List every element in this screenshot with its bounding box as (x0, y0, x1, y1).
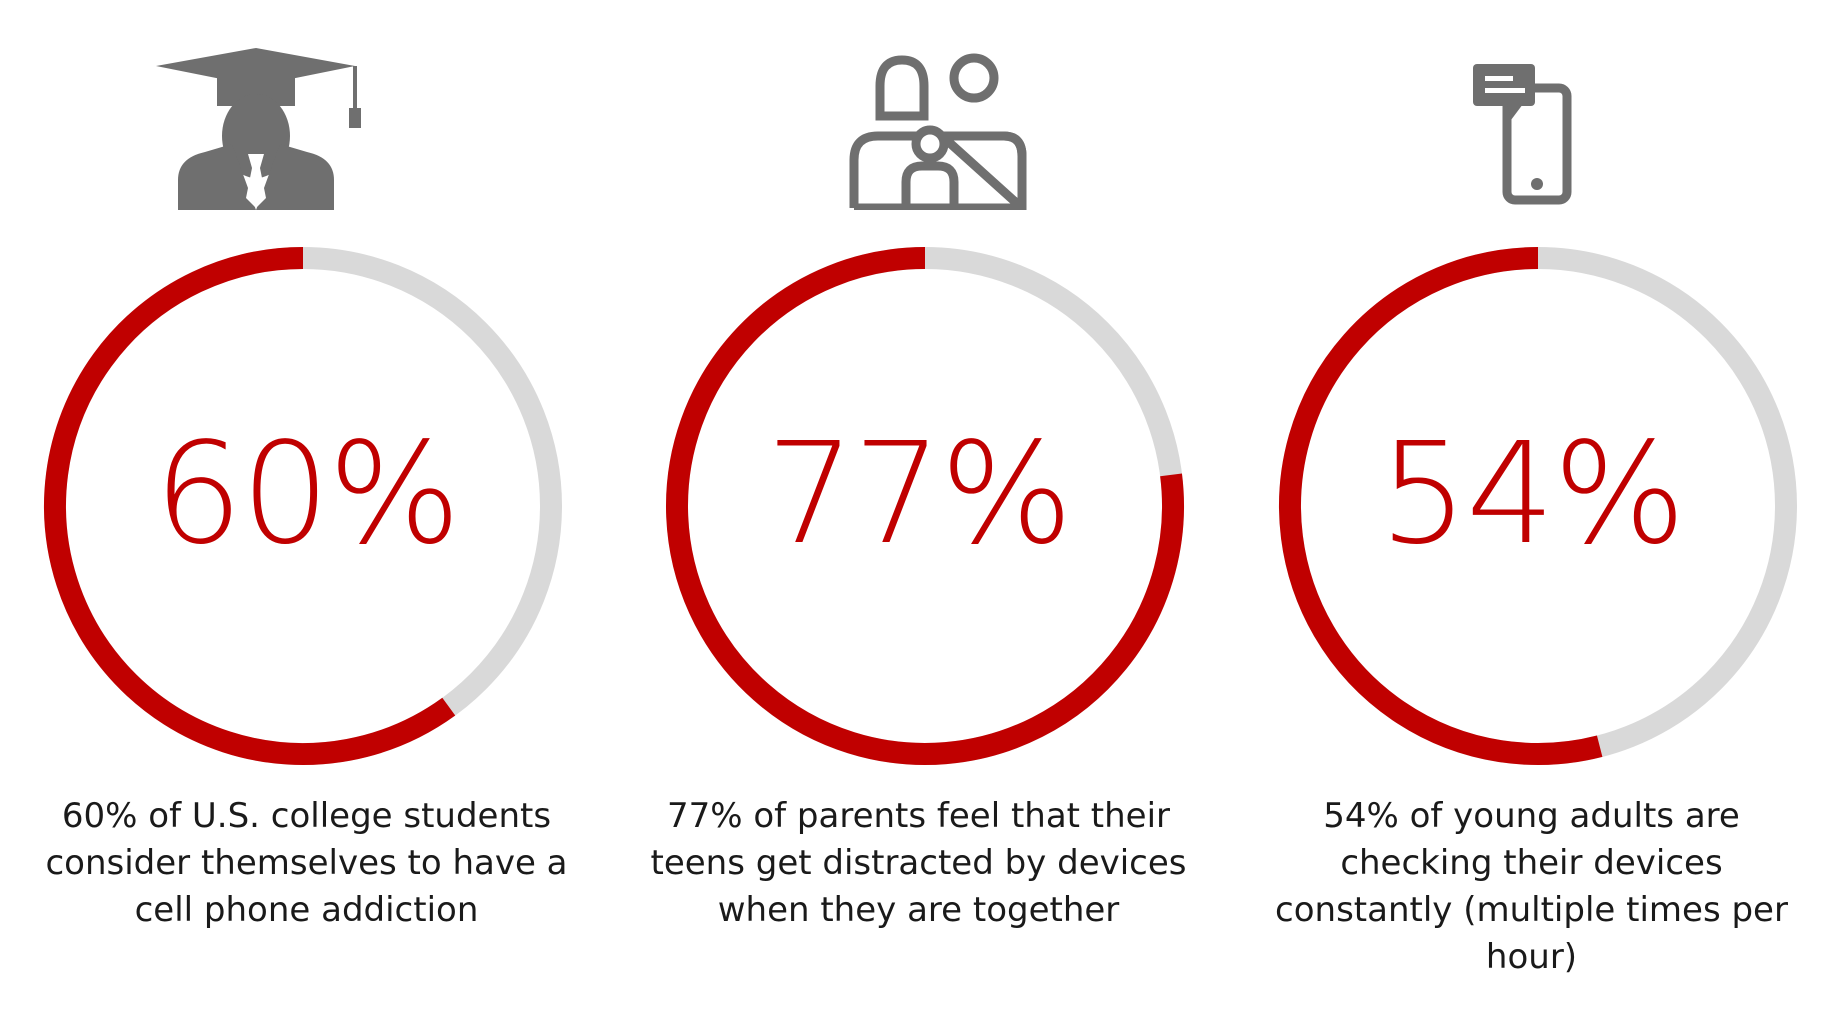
percent-value: 60% (153, 413, 461, 576)
percent-value: 77% (765, 413, 1073, 576)
donut-value-arc (1279, 247, 1603, 765)
stat-caption: 77% of parents feel that their teens get… (650, 796, 1187, 930)
stat-parents: 77% 77% of parents feel that their teens… (612, 0, 1225, 1034)
donut-ring (666, 247, 1184, 765)
donut-ring (1279, 247, 1797, 765)
stat-caption: 54% of young adults are checking their d… (1275, 796, 1788, 977)
graduate-icon (156, 48, 361, 210)
donut-value-arc (44, 247, 456, 765)
percent-value: 54% (1378, 413, 1686, 576)
phone-message-icon (1473, 64, 1572, 205)
donut-ring (44, 247, 562, 765)
stat-young-adults: 54% 54% of young adults are checking the… (1225, 0, 1838, 1034)
stat-caption: 60% of U.S. college students consider th… (45, 796, 568, 930)
donut-value-arc (666, 247, 1184, 765)
stat-college-students: 60% 60% of U.S. college students conside… (0, 0, 613, 1034)
family-icon (849, 53, 1027, 210)
